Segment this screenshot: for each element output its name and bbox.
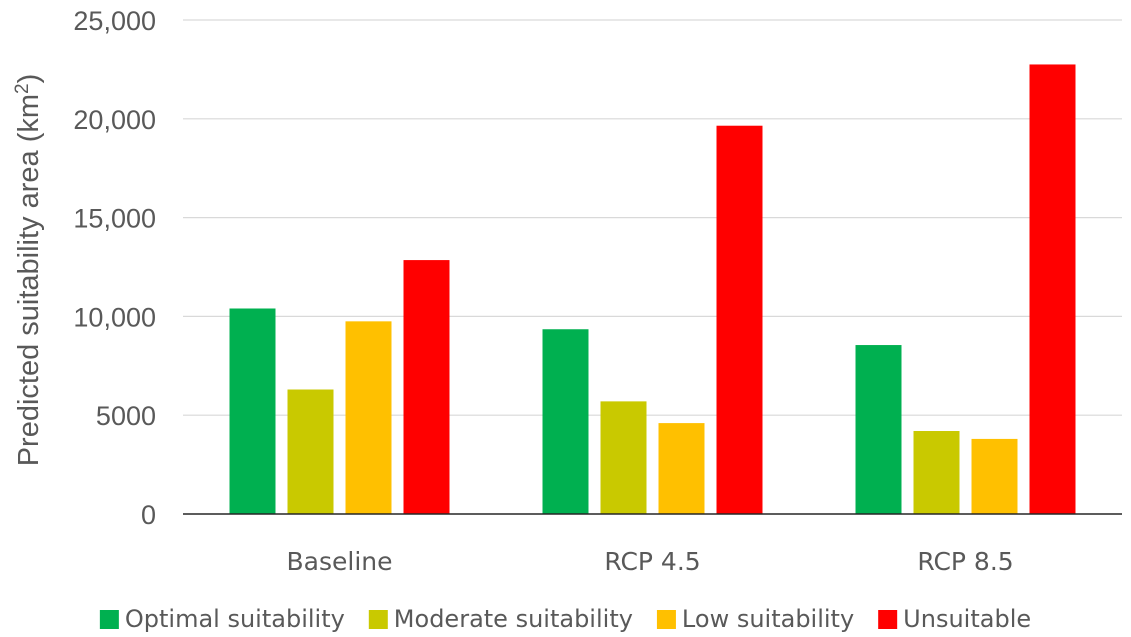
y-tick-label: 0 [141, 500, 156, 530]
y-tick-labels: 0 5000 10,000 15,000 20,000 25,000 [73, 6, 156, 530]
bar [658, 423, 705, 514]
x-category-label: RCP 4.5 [604, 547, 700, 576]
bar [287, 389, 334, 514]
y-axis-title: Predicted suitability area (km2) [12, 74, 46, 467]
legend-label: Unsuitable [903, 605, 1031, 633]
bar [600, 401, 647, 514]
gridlines [183, 19, 1122, 416]
x-category-label: Baseline [287, 547, 393, 576]
bar [855, 345, 902, 514]
bar [229, 308, 276, 514]
x-category-label: RCP 8.5 [917, 547, 1013, 576]
bars [229, 64, 1076, 515]
legend-label: Low suitability [682, 605, 854, 633]
legend-item: Unsuitable [878, 605, 1031, 633]
legend: Optimal suitability Moderate suitability L… [99, 605, 1031, 633]
legend-item: Optimal suitability [99, 605, 345, 633]
legend-label: Optimal suitability [125, 605, 345, 633]
y-tick-label: 5000 [96, 401, 156, 431]
legend-label: Moderate suitability [394, 605, 633, 633]
legend-swatch [99, 610, 119, 629]
bar [542, 329, 589, 514]
y-tick-label: 25,000 [73, 6, 156, 36]
y-tick-label: 10,000 [73, 302, 156, 332]
x-category-labels: Baseline RCP 4.5 RCP 8.5 [287, 547, 1014, 576]
y-tick-label: 20,000 [73, 105, 156, 135]
bar [971, 438, 1018, 514]
bar [716, 125, 763, 514]
legend-swatch [368, 610, 388, 629]
legend-swatch [878, 610, 898, 629]
legend-swatch [656, 610, 676, 629]
legend-item: Moderate suitability [368, 605, 633, 633]
legend-item: Low suitability [656, 605, 854, 633]
bar [345, 321, 392, 514]
bar [913, 431, 960, 514]
bar [403, 260, 450, 514]
bar [1029, 64, 1076, 515]
y-tick-label: 15,000 [73, 204, 156, 234]
